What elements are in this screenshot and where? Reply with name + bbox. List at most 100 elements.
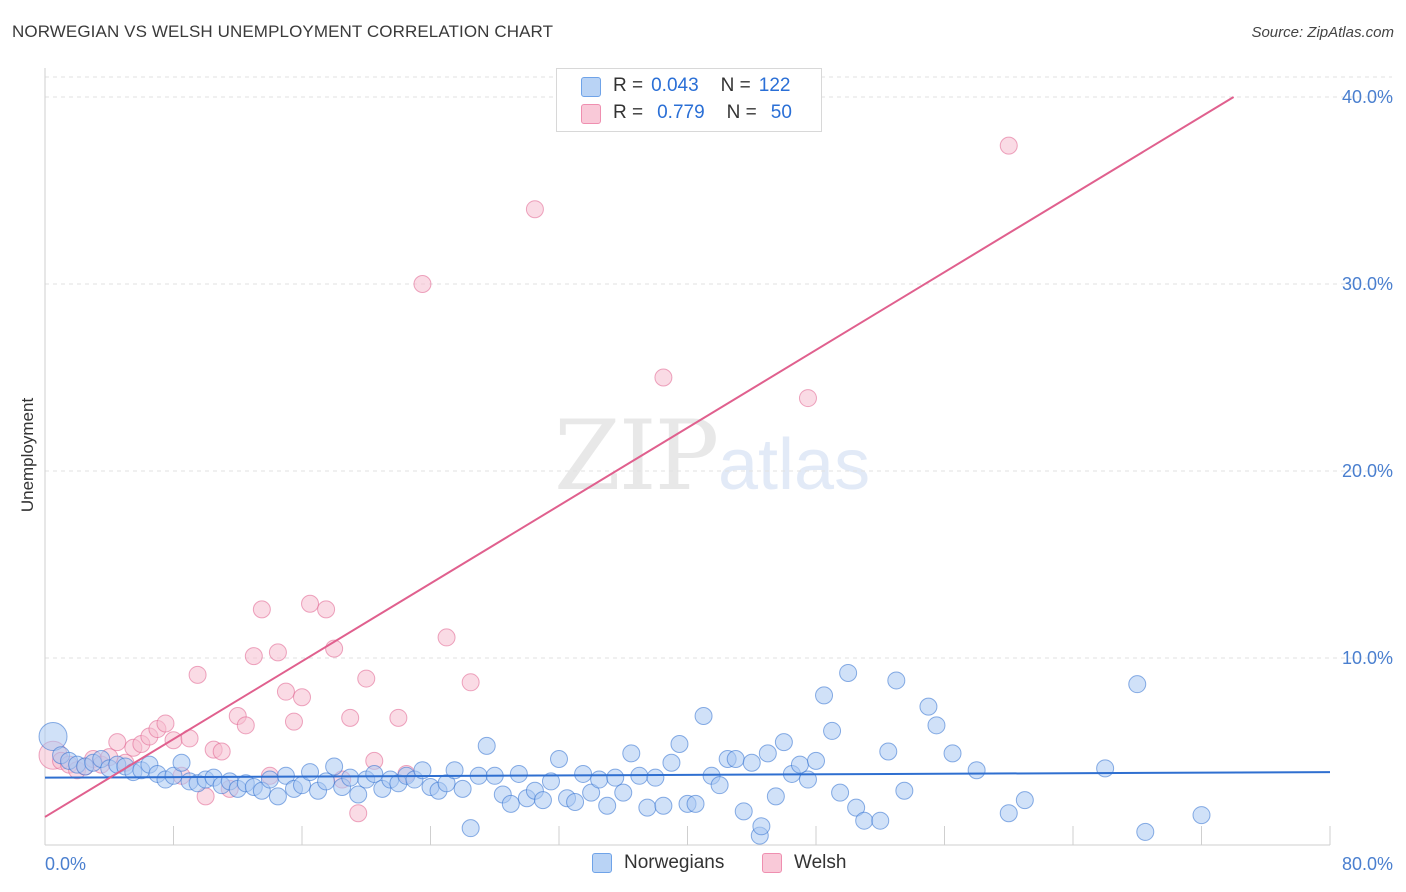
norwegian-point <box>38 722 68 752</box>
welsh-trend-line <box>44 96 1235 818</box>
norwegian-point <box>260 770 279 789</box>
norwegian-point <box>839 663 858 682</box>
stat-r-label: R = <box>613 75 644 96</box>
norwegian-point <box>847 798 866 817</box>
grid-lines <box>45 76 1392 659</box>
welsh-point <box>284 712 303 731</box>
norwegian-point <box>927 716 946 735</box>
norwegian-point <box>501 794 520 813</box>
norwegian-point <box>622 744 641 763</box>
correlation-stats-box: R = 0.043 N = 122 R = 0.779 N = 50 <box>556 68 822 132</box>
norwegian-point <box>766 787 785 806</box>
y-tick-label: 10.0% <box>1342 648 1393 668</box>
norwegian-point <box>999 804 1018 823</box>
norwegian-point <box>365 764 384 783</box>
y-tick-label: 30.0% <box>1342 274 1393 294</box>
legend-swatch-welsh <box>762 853 782 873</box>
norwegian-point <box>582 783 601 802</box>
welsh-point <box>525 200 544 219</box>
norwegian-point <box>461 819 480 838</box>
welsh-point <box>317 600 336 619</box>
welsh-point <box>389 708 408 727</box>
watermark-atlas: atlas <box>718 425 871 505</box>
stat-row-norwegians: R = 0.043 N = 122 <box>581 73 791 99</box>
norwegian-point <box>726 749 745 768</box>
norwegian-point <box>533 791 552 810</box>
norwegian-point <box>541 772 560 791</box>
legend-item-welsh[interactable]: Welsh <box>762 852 846 874</box>
welsh-point <box>461 673 480 692</box>
norwegian-point <box>943 744 962 763</box>
stat-n-label: N = <box>726 102 757 123</box>
norwegian-point <box>341 768 360 787</box>
norwegian-point <box>477 736 496 755</box>
y-tick-label: 40.0% <box>1342 87 1393 107</box>
norwegians-trend-line <box>44 771 1331 779</box>
norwegian-point <box>606 768 625 787</box>
legend-item-norwegians[interactable]: Norwegians <box>592 852 724 874</box>
welsh-point <box>654 368 673 387</box>
norwegian-point <box>614 783 633 802</box>
norwegian-point <box>268 787 287 806</box>
stat-n-value: 50 <box>770 102 792 123</box>
norwegian-point <box>638 798 657 817</box>
norwegian-point <box>742 753 761 772</box>
welsh-point <box>413 275 432 293</box>
norwegian-point <box>694 706 713 725</box>
norwegian-point <box>879 742 898 761</box>
norwegian-point <box>1136 822 1155 841</box>
legend-label-norwegians: Norwegians <box>624 852 725 873</box>
norwegian-point <box>815 686 834 705</box>
norwegian-point <box>758 744 777 763</box>
welsh-point <box>999 136 1018 155</box>
norwegian-point <box>823 721 842 740</box>
norwegian-point <box>646 768 665 787</box>
norwegian-point <box>831 783 850 802</box>
welsh-point <box>268 643 287 662</box>
welsh-point <box>798 389 817 408</box>
watermark-zip: ZIP <box>554 400 719 512</box>
norwegian-point <box>734 802 753 821</box>
x-tick-label: 0.0% <box>45 854 86 874</box>
welsh-point <box>212 742 231 761</box>
welsh-point <box>349 804 368 823</box>
norwegian-point <box>1096 759 1115 778</box>
norwegian-point <box>1015 791 1034 810</box>
norwegian-point <box>413 761 432 780</box>
norwegian-point <box>1192 806 1211 825</box>
norwegian-point <box>670 735 689 754</box>
norwegian-point <box>550 749 568 768</box>
norwegian-point <box>325 757 344 776</box>
norwegian-point <box>1128 675 1147 694</box>
norwegian-point <box>349 785 368 804</box>
stat-r-value: 0.043 <box>651 75 699 96</box>
welsh-point <box>357 669 376 688</box>
welsh-points <box>38 136 1018 823</box>
norwegian-point <box>662 753 681 772</box>
norwegian-point <box>752 817 771 836</box>
stat-swatch-norwegians <box>581 77 601 97</box>
legend: Norwegians Welsh <box>0 852 1406 878</box>
norwegian-point <box>509 764 528 783</box>
norwegian-point <box>686 794 705 813</box>
stat-n-label: N = <box>720 75 751 96</box>
norwegian-point <box>774 733 793 752</box>
norwegian-point <box>871 811 890 830</box>
norwegian-point <box>437 774 456 793</box>
stat-row-welsh: R = 0.779 N = 50 <box>581 100 792 126</box>
norwegian-point <box>590 770 609 789</box>
stat-r-label: R = <box>613 102 644 123</box>
norwegian-point <box>887 671 906 690</box>
axes <box>44 68 1331 846</box>
norwegian-point <box>855 811 874 830</box>
welsh-point <box>244 647 263 666</box>
norwegian-point <box>790 755 809 774</box>
tick-labels: 10.0% 20.0% 30.0% 40.0% 0.0% 80.0% <box>45 87 1393 874</box>
stat-n-value: 122 <box>758 75 791 96</box>
x-tick-label: 80.0% <box>1342 854 1393 874</box>
norwegian-point <box>598 796 617 815</box>
norwegian-point <box>301 763 320 782</box>
welsh-point <box>188 665 207 684</box>
welsh-point <box>108 733 127 752</box>
